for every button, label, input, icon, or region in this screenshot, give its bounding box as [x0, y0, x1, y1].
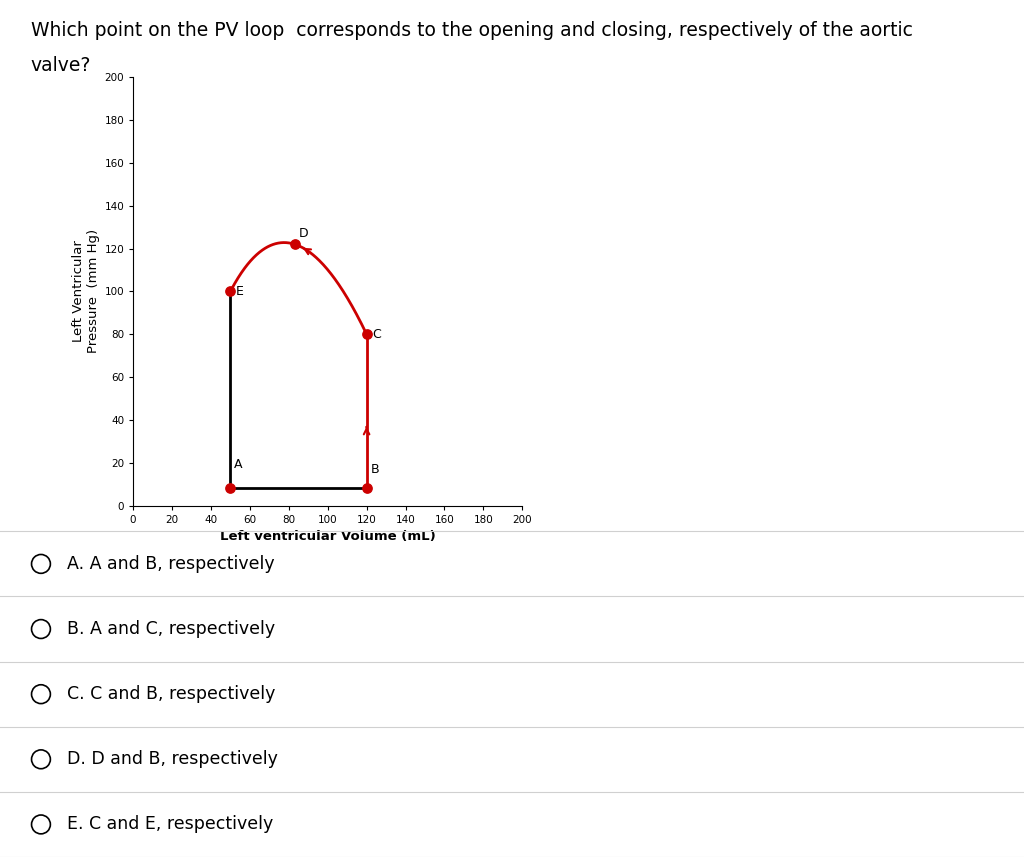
Text: valve?: valve? — [31, 56, 91, 75]
Text: E. C and E, respectively: E. C and E, respectively — [67, 815, 272, 834]
Text: C: C — [373, 327, 381, 341]
Text: A: A — [234, 458, 243, 471]
Point — [358, 482, 375, 495]
Text: A. A and B, respectively: A. A and B, respectively — [67, 554, 274, 573]
Point — [222, 285, 239, 298]
Text: D: D — [299, 227, 308, 240]
Text: B. A and C, respectively: B. A and C, respectively — [67, 620, 274, 638]
Text: Which point on the PV loop  corresponds to the opening and closing, respectively: Which point on the PV loop corresponds t… — [31, 21, 912, 40]
Text: C. C and B, respectively: C. C and B, respectively — [67, 685, 274, 704]
Y-axis label: Left Ventricular
Pressure  (mm Hg): Left Ventricular Pressure (mm Hg) — [72, 230, 100, 353]
X-axis label: Left ventricular Volume (mL): Left ventricular Volume (mL) — [220, 530, 435, 543]
Text: D. D and B, respectively: D. D and B, respectively — [67, 750, 278, 769]
Point — [358, 327, 375, 341]
Text: E: E — [237, 285, 244, 298]
Point — [222, 482, 239, 495]
Point — [287, 237, 303, 251]
Text: B: B — [371, 463, 379, 476]
